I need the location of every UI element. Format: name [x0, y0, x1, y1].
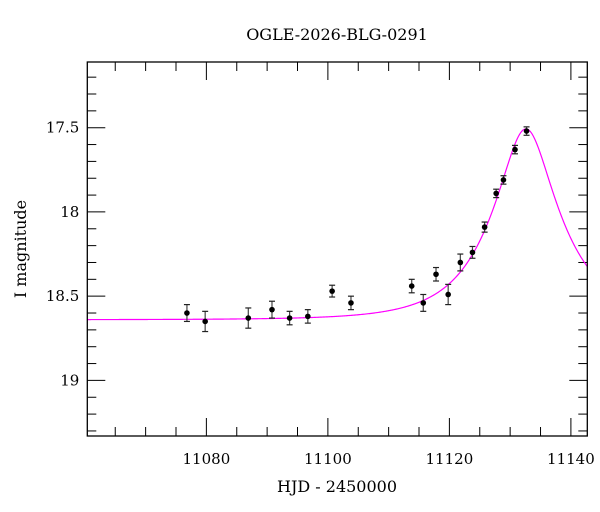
data-point — [493, 188, 500, 199]
model-curve-line — [87, 128, 588, 321]
data-point — [457, 253, 464, 272]
data-point-marker — [493, 190, 499, 197]
data-point — [245, 307, 252, 329]
y-tick-label: 18 — [60, 203, 79, 221]
axis-ticks: 11080 11100 11120 11140 17.5 18 18.5 19 — [46, 62, 595, 468]
data-point — [469, 245, 476, 259]
data-point — [420, 293, 427, 312]
data-point — [286, 310, 293, 326]
data-point-marker — [184, 310, 190, 316]
data-point — [347, 295, 354, 311]
y-tick-label: 17.5 — [46, 119, 79, 137]
data-point — [202, 310, 209, 333]
data-points — [183, 126, 530, 333]
plot-frame — [86, 61, 588, 437]
data-point-marker — [408, 283, 415, 289]
y-tick-label: 19 — [60, 371, 79, 389]
x-tick-label: 11140 — [547, 450, 595, 468]
data-point — [433, 266, 440, 282]
data-point — [183, 303, 190, 323]
data-point-marker — [433, 271, 439, 278]
data-point — [408, 278, 415, 294]
y-tick-label: 18.5 — [46, 287, 79, 305]
x-tick-label: 11120 — [426, 450, 474, 468]
data-point-marker — [245, 315, 252, 321]
data-point-marker — [445, 291, 451, 298]
data-point-marker — [329, 288, 335, 294]
data-point — [523, 126, 530, 136]
data-point — [329, 284, 336, 298]
model-curve — [87, 128, 588, 321]
data-point-marker — [269, 306, 275, 313]
data-point — [500, 175, 507, 185]
data-point-marker — [481, 224, 488, 230]
x-axis-label: HJD - 2450000 — [277, 477, 397, 496]
data-point-marker — [305, 313, 311, 320]
data-point-marker — [348, 300, 354, 306]
data-point-marker — [512, 146, 518, 153]
x-tick-label: 11100 — [304, 450, 352, 468]
y-axis-label: I magnitude — [11, 200, 30, 298]
data-point-marker — [420, 300, 427, 306]
data-point-marker — [523, 128, 530, 134]
chart-title: OGLE-2026-BLG-0291 — [246, 25, 428, 44]
data-point-marker — [457, 259, 464, 266]
x-tick-label: 11080 — [183, 450, 231, 468]
data-point-marker — [469, 249, 476, 256]
data-point-marker — [286, 315, 293, 321]
data-point — [304, 309, 311, 324]
data-point — [268, 300, 275, 319]
data-point — [481, 221, 488, 233]
data-point — [445, 283, 452, 306]
data-point-marker — [202, 318, 208, 325]
data-point — [512, 144, 519, 155]
data-point-marker — [500, 177, 507, 183]
